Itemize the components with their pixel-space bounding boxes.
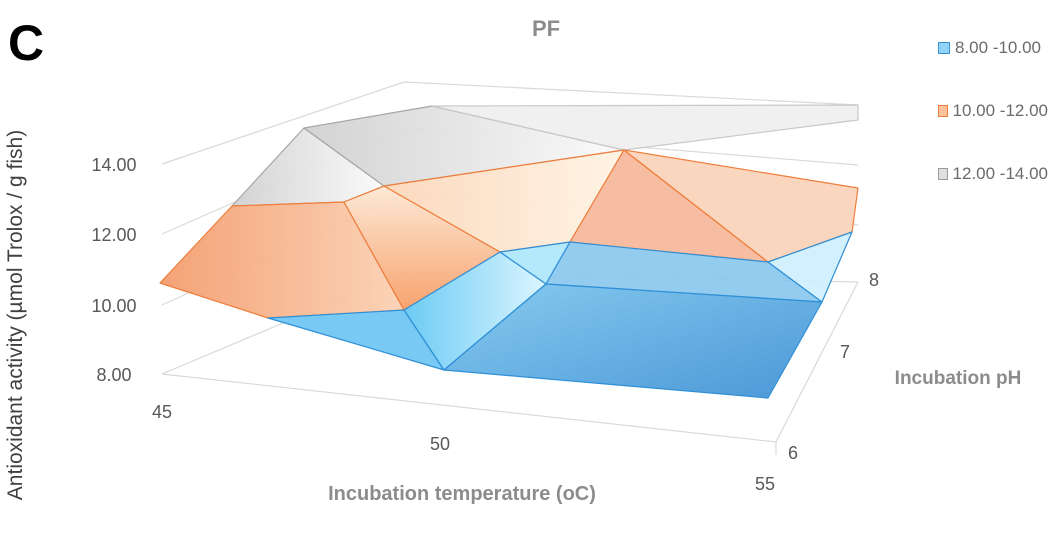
z-tick-label: 8 (869, 270, 879, 290)
legend-item: 12.00 -14.00 (938, 164, 1048, 184)
x-axis-title: Incubation temperature (oC) (328, 483, 596, 505)
z-axis-title: Incubation pH (895, 368, 1022, 389)
panel-label: C (8, 15, 45, 71)
legend: 8.00 -10.00 10.00 -12.00 12.00 -14.00 (938, 38, 1048, 227)
legend-label: 12.00 -14.00 (952, 164, 1048, 183)
z-tick-label: 6 (788, 443, 798, 463)
z-axis-title-group: Incubation pH (895, 368, 1022, 389)
legend-label: 10.00 -12.00 (952, 101, 1048, 120)
legend-label: 8.00 -10.00 (955, 38, 1042, 57)
surface-plot (159, 104, 859, 399)
x-tick-label: 45 (152, 402, 172, 422)
axes: 8.00 10.00 12.00 14.00 45 50 55 6 7 8 (91, 155, 879, 494)
gridline (161, 81, 405, 165)
x-tick-label: 55 (755, 474, 775, 494)
gridline (403, 81, 859, 106)
y-tick-label: 8.00 (96, 365, 131, 385)
legend-item: 8.00 -10.00 (938, 38, 1048, 58)
z-tick-label: 7 (840, 342, 850, 362)
legend-swatch-orange (938, 105, 948, 117)
y-tick-label: 12.00 (91, 225, 136, 245)
y-tick-label: 14.00 (91, 155, 136, 175)
chart-title: PF (531, 16, 561, 41)
x-tick-label: 50 (430, 434, 450, 454)
x-axis-title-group: Incubation temperature (oC) (328, 483, 596, 505)
legend-swatch-gray (938, 168, 948, 180)
surface-patch-gray (431, 104, 859, 151)
legend-item: 10.00 -12.00 (938, 101, 1048, 121)
surface-patch-blue (443, 283, 823, 399)
surface-patch-blue (767, 231, 853, 303)
legend-swatch-blue (938, 42, 950, 54)
y-tick-label: 10.00 (91, 296, 136, 316)
